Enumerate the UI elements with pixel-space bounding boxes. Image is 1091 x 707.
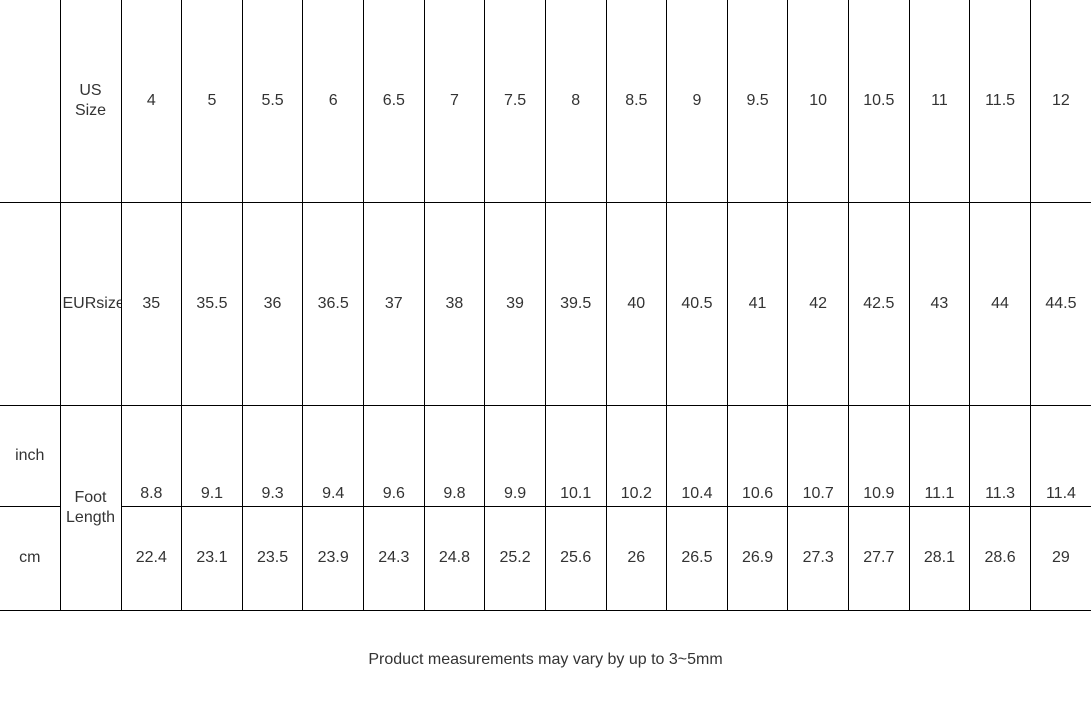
measurement-tolerance-note: Product measurements may vary by up to 3…	[368, 650, 723, 668]
foot-length-inch-value-7: 10.1	[544, 404, 607, 507]
eur-size-value-11: 42	[787, 201, 849, 406]
eur-size-value-2: 36	[241, 201, 304, 406]
foot-length-cm-value-10: 26.9	[726, 505, 789, 611]
foot-length-inch-value-0: 8.8	[120, 404, 183, 507]
row-header-eur-size: EURsize	[59, 201, 122, 406]
table-row-foot-length-cm: cm 22.4 23.1 23.5 23.9 24.3 24.8 25.2 25.6 26 26.…	[0, 505, 1091, 611]
us-size-value-3: 6	[302, 0, 364, 203]
eur-size-value-8: 40	[605, 201, 668, 406]
foot-length-cm-value-14: 28.6	[969, 505, 1031, 611]
us-size-value-9: 9	[666, 0, 728, 203]
us-size-value-15: 12	[1029, 0, 1091, 203]
foot-length-inch-value-13: 11.1	[908, 404, 971, 507]
eur-size-value-14: 44	[969, 201, 1031, 406]
foot-length-cm-value-11: 27.3	[787, 505, 849, 611]
us-size-value-12: 10.5	[848, 0, 910, 203]
foot-length-cm-value-0: 22.4	[120, 505, 183, 611]
foot-length-cm-value-15: 29	[1029, 505, 1091, 611]
foot-length-cm-value-1: 23.1	[181, 505, 243, 611]
foot-length-inch-value-1: 9.1	[181, 404, 243, 507]
foot-length-cm-value-13: 28.1	[908, 505, 971, 611]
eur-size-value-5: 38	[423, 201, 486, 406]
foot-length-cm-value-2: 23.5	[241, 505, 304, 611]
unit-label-cm: cm	[0, 505, 61, 611]
foot-length-inch-value-8: 10.2	[605, 404, 668, 507]
foot-length-inch-value-3: 9.4	[302, 404, 364, 507]
us-size-value-13: 11	[908, 0, 971, 203]
foot-length-inch-value-10: 10.6	[726, 404, 789, 507]
unit-label-inch: inch	[0, 404, 61, 507]
us-size-value-11: 10	[787, 0, 849, 203]
table-row-eur-size: EURsize 35 35.5 36 36.5 37 38 39 39.5 40 40.5 41 42…	[0, 201, 1091, 406]
eur-size-value-0: 35	[120, 201, 183, 406]
us-size-value-4: 6.5	[363, 0, 425, 203]
row-header-us-size: US Size	[59, 0, 122, 203]
eur-size-value-13: 43	[908, 201, 971, 406]
eur-size-value-4: 37	[363, 201, 425, 406]
foot-length-cm-value-3: 23.9	[302, 505, 364, 611]
us-size-value-14: 11.5	[969, 0, 1031, 203]
eur-size-value-15: 44.5	[1029, 201, 1091, 406]
corner-cell-empty-2	[0, 201, 61, 406]
us-size-value-10: 9.5	[726, 0, 789, 203]
us-size-value-7: 8	[544, 0, 607, 203]
foot-length-cm-value-5: 24.8	[423, 505, 486, 611]
size-chart-table: US Size 4 5 5.5 6 6.5 7 7.5 8 8.5 9 9.5 10 10.5 11 11.…	[0, 0, 1091, 611]
eur-size-value-3: 36.5	[302, 201, 364, 406]
foot-length-inch-value-12: 10.9	[848, 404, 910, 507]
foot-length-inch-value-11: 10.7	[787, 404, 849, 507]
eur-size-value-7: 39.5	[544, 201, 607, 406]
us-size-value-2: 5.5	[241, 0, 304, 203]
eur-size-value-1: 35.5	[181, 201, 243, 406]
foot-length-inch-value-15: 11.4	[1029, 404, 1091, 507]
foot-length-inch-value-14: 11.3	[969, 404, 1031, 507]
foot-length-inch-value-2: 9.3	[241, 404, 304, 507]
foot-length-cm-value-9: 26.5	[666, 505, 728, 611]
foot-length-cm-value-6: 25.2	[484, 505, 546, 611]
foot-length-cm-value-8: 26	[605, 505, 668, 611]
us-size-value-0: 4	[120, 0, 183, 203]
foot-length-cm-value-4: 24.3	[363, 505, 425, 611]
eur-size-value-6: 39	[484, 201, 546, 406]
us-size-value-1: 5	[181, 0, 243, 203]
foot-length-cm-value-7: 25.6	[544, 505, 607, 611]
foot-length-cm-value-12: 27.7	[848, 505, 910, 611]
foot-length-inch-value-6: 9.9	[484, 404, 546, 507]
foot-length-inch-value-9: 10.4	[666, 404, 728, 507]
eur-size-value-12: 42.5	[848, 201, 910, 406]
foot-length-inch-value-5: 9.8	[423, 404, 486, 507]
corner-cell-empty-1	[0, 0, 61, 203]
eur-size-value-10: 41	[726, 201, 789, 406]
table-row-us-size: US Size 4 5 5.5 6 6.5 7 7.5 8 8.5 9 9.5 10 10.5 11 11.…	[0, 0, 1091, 203]
foot-length-inch-value-4: 9.6	[363, 404, 425, 507]
row-header-foot-length: Foot Length	[59, 404, 122, 611]
eur-size-value-9: 40.5	[666, 201, 728, 406]
table-row-foot-length-inch: inch Foot Length 8.8 9.1 9.3 9.4 9.6 9.8 9.9 10…	[0, 404, 1091, 611]
us-size-value-6: 7.5	[484, 0, 546, 203]
us-size-value-5: 7	[423, 0, 486, 203]
us-size-value-8: 8.5	[605, 0, 668, 203]
